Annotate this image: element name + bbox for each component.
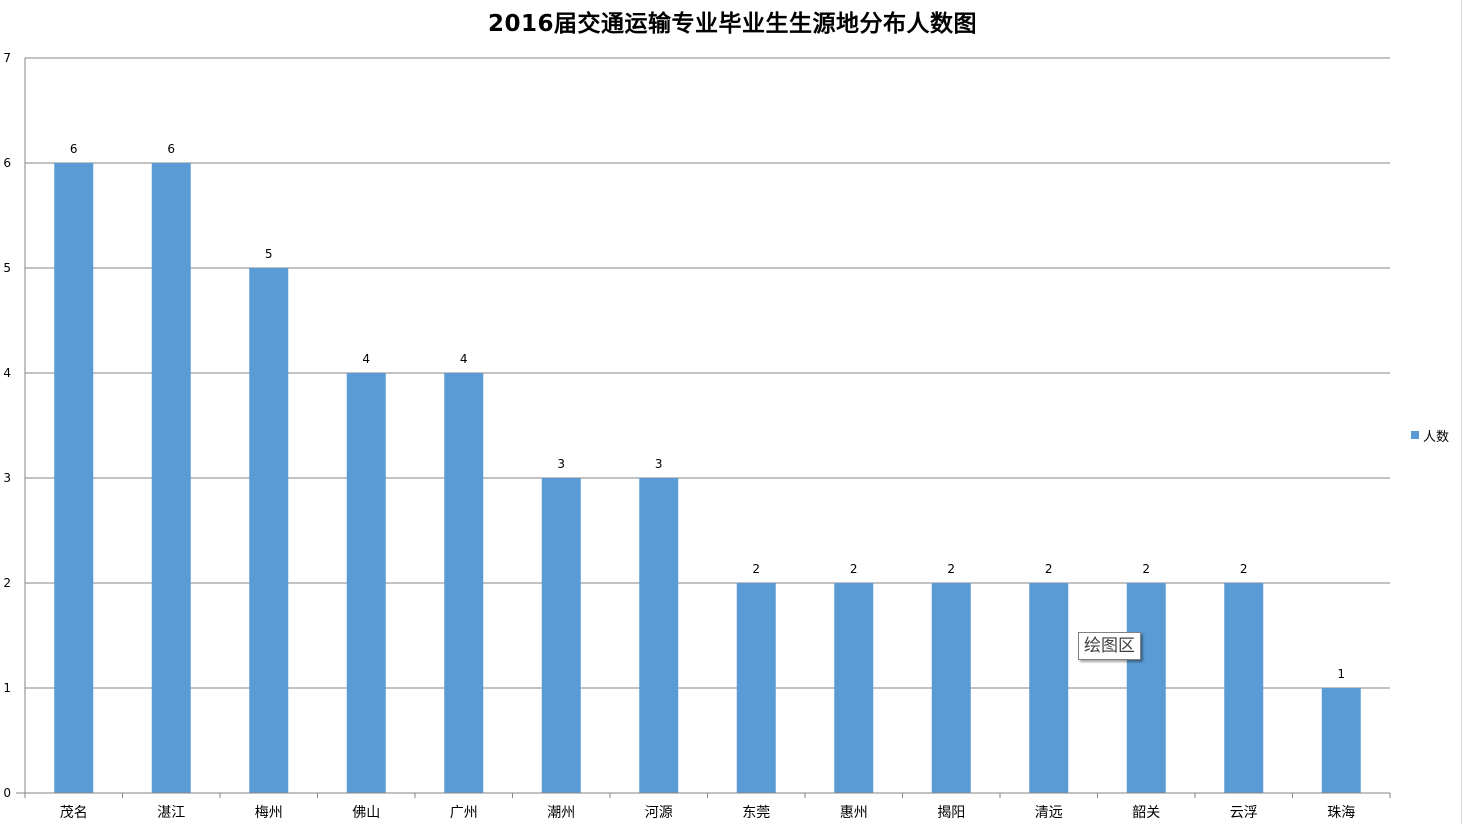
bar-茂名 bbox=[54, 163, 94, 793]
bar-河源 bbox=[639, 478, 679, 793]
x-tick-label: 韶关 bbox=[1132, 805, 1160, 821]
data-label: 2 bbox=[850, 562, 858, 576]
data-label: 2 bbox=[1142, 562, 1150, 576]
chart-title: 2016届交通运输专业毕业生生源地分布人数图 bbox=[487, 11, 977, 37]
x-tick-label: 潮州 bbox=[547, 805, 575, 821]
bar-梅州 bbox=[249, 268, 289, 793]
bar-清远 bbox=[1029, 583, 1069, 793]
bar-珠海 bbox=[1321, 688, 1361, 793]
data-label: 1 bbox=[1337, 667, 1345, 681]
y-tick-label: 5 bbox=[3, 261, 11, 275]
x-tick-label: 东莞 bbox=[742, 805, 770, 821]
x-tick-label: 茂名 bbox=[60, 804, 88, 821]
y-tick-label: 7 bbox=[3, 51, 11, 65]
x-tick-label: 广州 bbox=[450, 805, 478, 821]
data-labels: 6 6 5 4 4 3 3 2 2 2 2 2 2 1 bbox=[70, 142, 1345, 681]
bar-佛山 bbox=[346, 373, 386, 793]
x-tick-label: 揭阳 bbox=[937, 805, 965, 821]
data-label: 6 bbox=[167, 142, 175, 156]
legend-swatch bbox=[1411, 431, 1419, 439]
bar-东莞 bbox=[736, 583, 776, 793]
data-label: 3 bbox=[655, 457, 663, 471]
y-tick-label: 0 bbox=[3, 786, 11, 800]
y-tick-label: 4 bbox=[3, 366, 11, 380]
legend[interactable]: 人数 bbox=[1411, 425, 1449, 445]
bar-云浮 bbox=[1224, 583, 1264, 793]
bar-揭阳 bbox=[931, 583, 971, 793]
data-label: 3 bbox=[557, 457, 565, 471]
x-tick-label: 佛山 bbox=[352, 805, 380, 821]
bar-湛江 bbox=[151, 163, 191, 793]
x-tick-label: 河源 bbox=[645, 805, 673, 821]
data-label: 5 bbox=[265, 247, 273, 261]
data-label: 6 bbox=[70, 142, 78, 156]
y-tick-label: 2 bbox=[3, 576, 11, 590]
y-tick-label: 3 bbox=[3, 471, 11, 485]
axes: 0 1 2 3 4 5 6 7 茂名 湛江 梅州 佛山 广州 潮州 河源 东莞 惠州 揭阳 清远 韶关 云浮 珠海 bbox=[3, 51, 1391, 821]
y-tick-label: 1 bbox=[3, 681, 11, 695]
y-tick-label: 6 bbox=[3, 156, 11, 170]
x-tick-label: 湛江 bbox=[157, 805, 185, 821]
x-tick-label: 清远 bbox=[1035, 805, 1063, 821]
bar-惠州 bbox=[834, 583, 874, 793]
x-tick-label: 云浮 bbox=[1230, 805, 1258, 821]
data-label: 2 bbox=[1240, 562, 1248, 576]
x-tick-label: 惠州 bbox=[840, 805, 868, 821]
plot-area-tooltip: 绘图区 bbox=[1078, 632, 1141, 660]
legend-label: 人数 bbox=[1423, 429, 1450, 445]
data-label: 4 bbox=[362, 352, 370, 366]
data-label: 2 bbox=[752, 562, 760, 576]
bars bbox=[54, 163, 1361, 793]
bar-广州 bbox=[444, 373, 484, 793]
window-edge bbox=[1461, 0, 1462, 824]
data-label: 4 bbox=[460, 352, 468, 366]
data-label: 2 bbox=[947, 562, 955, 576]
x-tick-label: 梅州 bbox=[255, 805, 283, 821]
bar-潮州 bbox=[541, 478, 581, 793]
bar-韶关 bbox=[1126, 583, 1166, 793]
x-tick-label: 珠海 bbox=[1327, 805, 1355, 821]
data-label: 2 bbox=[1045, 562, 1053, 576]
gridlines bbox=[25, 57, 1390, 689]
